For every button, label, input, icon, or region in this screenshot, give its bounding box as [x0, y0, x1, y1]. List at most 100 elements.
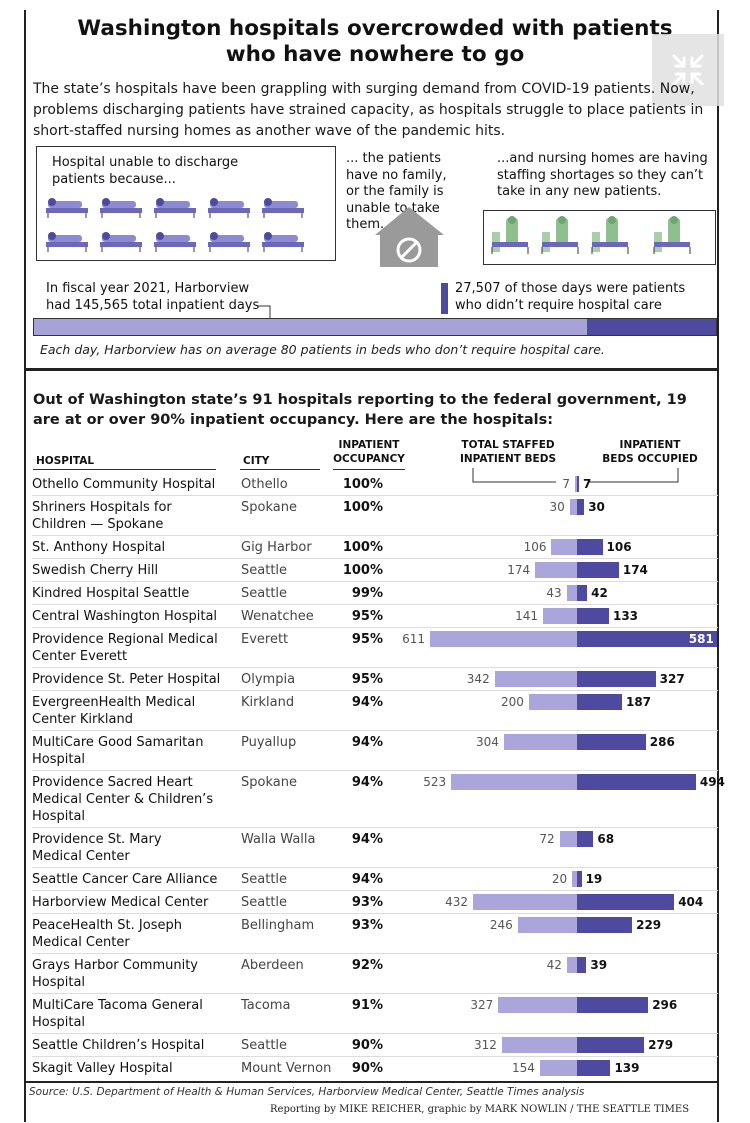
occupied-beds-label: 68 [597, 832, 615, 846]
occupied-beds-label: 174 [622, 563, 648, 577]
row-divider [32, 558, 718, 559]
staffed-beds-bar [572, 871, 577, 887]
row-divider [32, 690, 718, 691]
column-header-brackets [472, 468, 679, 483]
title-line-2: who have nowhere to go [225, 42, 525, 67]
staffed-beds-label: 611 [402, 632, 425, 646]
staffed-beds-bar [494, 671, 577, 687]
hospital-city: Spokane [241, 775, 297, 790]
hospital-city: Seattle [241, 872, 288, 887]
row-divider [32, 730, 718, 731]
row-divider [32, 1056, 718, 1057]
col-header-occupied-l1: INPATIENT [619, 439, 681, 451]
hospital-city: Seattle [241, 1038, 288, 1053]
expand-button[interactable] [652, 34, 724, 106]
occupied-beds-label: 279 [648, 1038, 674, 1052]
row-divider [32, 667, 718, 668]
row-divider [32, 867, 718, 868]
staffed-beds-label: 312 [474, 1038, 497, 1052]
staffed-beds-bar [559, 831, 577, 847]
hospital-name: Seattle Cancer Care Alliance [32, 872, 218, 887]
occupancy-value: 94% [351, 735, 383, 750]
hospital-name: Harborview Medical Center [32, 895, 209, 910]
staffed-beds-bar [517, 917, 577, 933]
unneeded-days-bar [587, 319, 716, 335]
occupied-beds-bar [577, 997, 649, 1013]
col-rule-occupancy [333, 469, 405, 470]
col-header-occupancy: INPATIENT OCCUPANCY [333, 438, 405, 466]
occupied-beds-bar [577, 562, 619, 578]
occupied-beds-bar [577, 539, 603, 555]
col-header-occupied-l2: BEDS OCCUPIED [602, 453, 698, 465]
nursing-home-panel [483, 210, 716, 265]
hospital-city: Puyallup [241, 735, 297, 750]
patient-bed-icon [46, 198, 88, 218]
staffed-beds-label: 20 [551, 872, 568, 886]
col-header-city: CITY [243, 455, 270, 467]
occupied-beds-bar [577, 1060, 611, 1076]
total-days-leader [258, 305, 271, 318]
hospital-city: Kirkland [241, 695, 295, 710]
staffed-beds-label: 72 [539, 832, 555, 846]
panel-3-label: ...and nursing homes are having staffing… [497, 151, 708, 199]
row-divider [32, 535, 718, 536]
col-header-occupancy-l1: INPATIENT [338, 439, 400, 451]
col-header-occupancy-l2: OCCUPANCY [333, 453, 405, 465]
row-divider [32, 581, 718, 582]
occupancy-value: 90% [351, 1038, 383, 1053]
occupancy-value: 93% [351, 918, 383, 933]
occupied-beds-bar [577, 585, 588, 601]
hospital-name: Providence St. Peter Hospital [32, 672, 221, 687]
occupied-beds-label: 187 [625, 695, 652, 709]
occupied-beds-label: 327 [659, 672, 685, 686]
hospital-name: Providence Sacred Heart Medical Center & … [32, 775, 214, 824]
occupied-beds-bar [577, 831, 594, 847]
nursing-home-bed-icon [491, 216, 529, 254]
row-divider [32, 1033, 718, 1034]
staffed-beds-label: 30 [549, 500, 565, 514]
total-days-line-1: In fiscal year 2021, Harborview [46, 281, 250, 296]
row-divider [32, 627, 718, 628]
intro-text: The state’s hospitals have been grapplin… [33, 81, 704, 139]
occupied-beds-bar [577, 894, 675, 910]
occupied-beds-label: 296 [652, 998, 678, 1012]
hospital-name: Shriners Hospitals for Children — Spokane [32, 500, 172, 532]
graphic-frame [24, 10, 719, 1122]
occupied-beds-bar [577, 694, 622, 710]
staffed-beds-bar [539, 1060, 577, 1076]
staffed-beds-bar [503, 734, 577, 750]
staffed-beds-bar [569, 499, 577, 515]
staffed-beds-label: 106 [523, 540, 547, 554]
hospital-city: Seattle [241, 563, 288, 578]
col-rule-hospital [33, 469, 216, 470]
graphic-title: Washington hospitals overcrowded with pa… [40, 16, 710, 68]
staffed-beds-label: 7 [562, 477, 570, 491]
col-header-staffed-beds: TOTAL STAFFED INPATIENT BEDS [455, 438, 561, 466]
hospital-city: Everett [241, 632, 289, 647]
total-days-annotation: In fiscal year 2021, Harborview had 145,… [46, 281, 259, 314]
occupied-beds-bar [577, 1037, 645, 1053]
staffed-beds-label: 42 [546, 958, 562, 972]
staffed-beds-bar [473, 894, 577, 910]
staffed-beds-bar [543, 608, 577, 624]
occupancy-value: 99% [351, 586, 383, 601]
staffed-beds-label: 141 [515, 609, 539, 623]
occupied-beds-label: 19 [585, 872, 603, 886]
col-header-hospital: HOSPITAL [36, 455, 95, 467]
col-header-staffed-l2: INPATIENT BEDS [459, 453, 557, 465]
hospital-name: Swedish Cherry Hill [32, 563, 159, 578]
collapse-arrows-icon [672, 54, 704, 86]
hospital-name: EvergreenHealth Medical Center Kirkland [32, 695, 196, 727]
hospital-beds-panel [36, 146, 336, 261]
staffed-beds-label: 43 [546, 586, 562, 600]
hospital-beds-illustration [45, 197, 305, 253]
occupied-beds-label: 581 [688, 632, 714, 646]
hospital-city: Seattle [241, 586, 288, 601]
occupancy-value: 100% [342, 500, 383, 515]
occupancy-value: 95% [351, 672, 383, 687]
occupancy-value: 94% [351, 775, 383, 790]
occupied-beds-bar [577, 608, 609, 624]
occupancy-value: 100% [342, 540, 383, 555]
hospital-name: Othello Community Hospital [32, 477, 216, 492]
occupied-beds-label: 30 [588, 500, 605, 514]
